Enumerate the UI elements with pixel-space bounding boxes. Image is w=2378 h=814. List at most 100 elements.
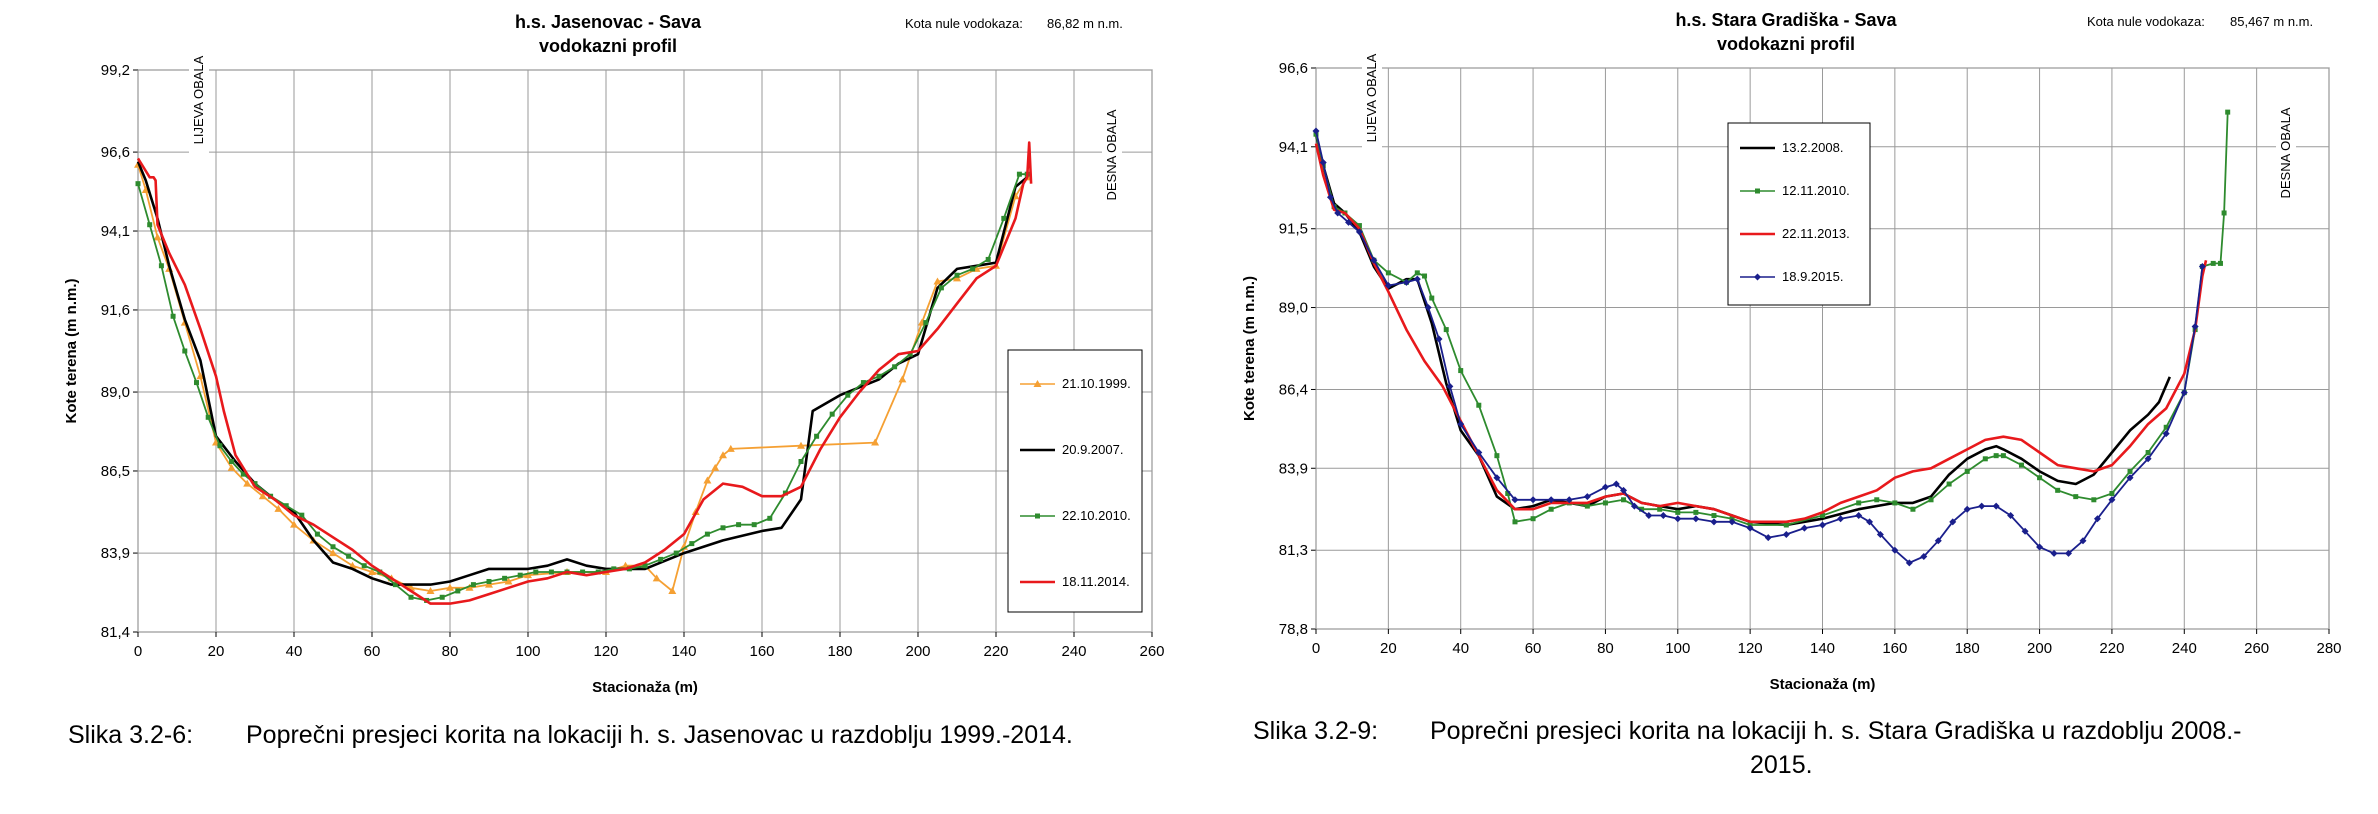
legend-marker [1035,513,1040,519]
data-point [486,578,492,584]
x-tick-label: 80 [1597,640,1614,657]
x-tick-label: 20 [1380,640,1397,657]
data-point [1891,546,1899,554]
data-point [1584,503,1590,509]
data-point [720,525,726,531]
data-point [1355,228,1363,236]
data-point [954,272,960,278]
x-tick-label: 160 [749,643,774,660]
x-axis-label: Stacionaža (m) [1770,676,1876,693]
data-point [548,569,554,575]
data-point [1312,127,1320,135]
data-point [1429,295,1435,301]
data-point [736,522,742,528]
data-point [227,463,236,471]
legend: 13.2.2008. 12.11.2010. 22.11.2013. 18.9.201… [1727,122,1871,306]
data-point [2144,455,2152,463]
bank-left-label: LIJEVA OBALA [1364,53,1379,142]
plot-area [137,69,1153,633]
data-point [1424,304,1432,312]
data-point [642,563,648,569]
data-point [1630,502,1638,510]
data-point [1934,537,1942,545]
x-tick-label: 120 [593,643,618,660]
data-point [408,594,414,600]
bank-left-label: LIJEVA OBALA [191,55,206,144]
data-point [1530,516,1536,522]
data-point [2091,497,2097,503]
gauge-zero-label: Kota nule vodokaza: [2087,14,2205,29]
data-point [2191,322,2199,330]
data-point [196,372,205,380]
data-point [829,411,835,417]
series-line [1314,143,2208,524]
data-point [2127,468,2133,474]
bank-right-bg [1102,100,1122,210]
caption-right-label: Slika 3.2-9: [1253,717,1379,745]
data-point [1746,524,1754,532]
data-point [205,414,211,420]
legend-entry: 13.2.2008. [1782,140,1843,155]
data-point [2007,512,2015,520]
data-point [2093,515,2101,523]
data-point [446,583,454,591]
data-point [611,566,617,572]
data-point [652,574,661,582]
data-point [1764,534,1772,542]
x-tick-label: 100 [1665,640,1690,657]
y-tick-label: 81,4 [101,624,130,641]
y-tick-label: 94,1 [1279,139,1308,156]
data-point [1457,420,1465,428]
data-point [1876,530,1884,538]
data-point [1639,506,1645,512]
data-point [2000,453,2006,459]
data-point [368,568,376,576]
data-point [1783,522,1789,528]
data-point [1978,502,1986,510]
data-point [938,285,944,291]
data-point [658,556,664,562]
data-point [1511,496,1519,504]
x-tick-label: 240 [1061,643,1086,660]
x-tick-label: 280 [2316,640,2341,657]
data-point [392,582,398,588]
data-point [1443,327,1449,333]
data-point [1583,493,1591,501]
series-line [137,164,1028,592]
gauge-zero-value: 85,467 m n.m. [2230,14,2313,29]
data-point [243,479,252,487]
data-point [1602,500,1608,506]
data-point [1674,515,1682,523]
data-point [1001,215,1007,221]
x-tick-label: 180 [827,643,852,660]
data-point [1855,512,1863,520]
data-point [689,541,695,547]
data-point [2145,450,2151,456]
legend-box [1007,349,1143,613]
y-tick-label: 94,1 [101,223,130,240]
data-point [953,274,961,282]
series-3 [1314,143,2208,524]
y-tick-label: 91,6 [101,302,130,319]
data-point [2021,527,2029,535]
data-point [1892,500,1898,506]
data-point [2050,549,2058,557]
data-point [871,438,880,446]
data-point [274,504,283,512]
data-point [2037,475,2043,481]
legend-entry: 22.10.2010. [1062,508,1131,523]
data-point [252,481,258,487]
legend-entry: 18.11.2014. [1062,574,1130,589]
data-point [933,277,942,285]
x-tick-label: 80 [442,643,459,660]
data-point [524,571,532,579]
legend-entry: 12.11.2010. [1782,183,1850,198]
data-point [1819,521,1826,529]
x-tick-label: 140 [671,643,696,660]
data-point [258,492,267,500]
data-point [217,443,223,449]
data-point [330,544,336,550]
data-point [1356,223,1362,229]
data-point [1728,518,1736,526]
